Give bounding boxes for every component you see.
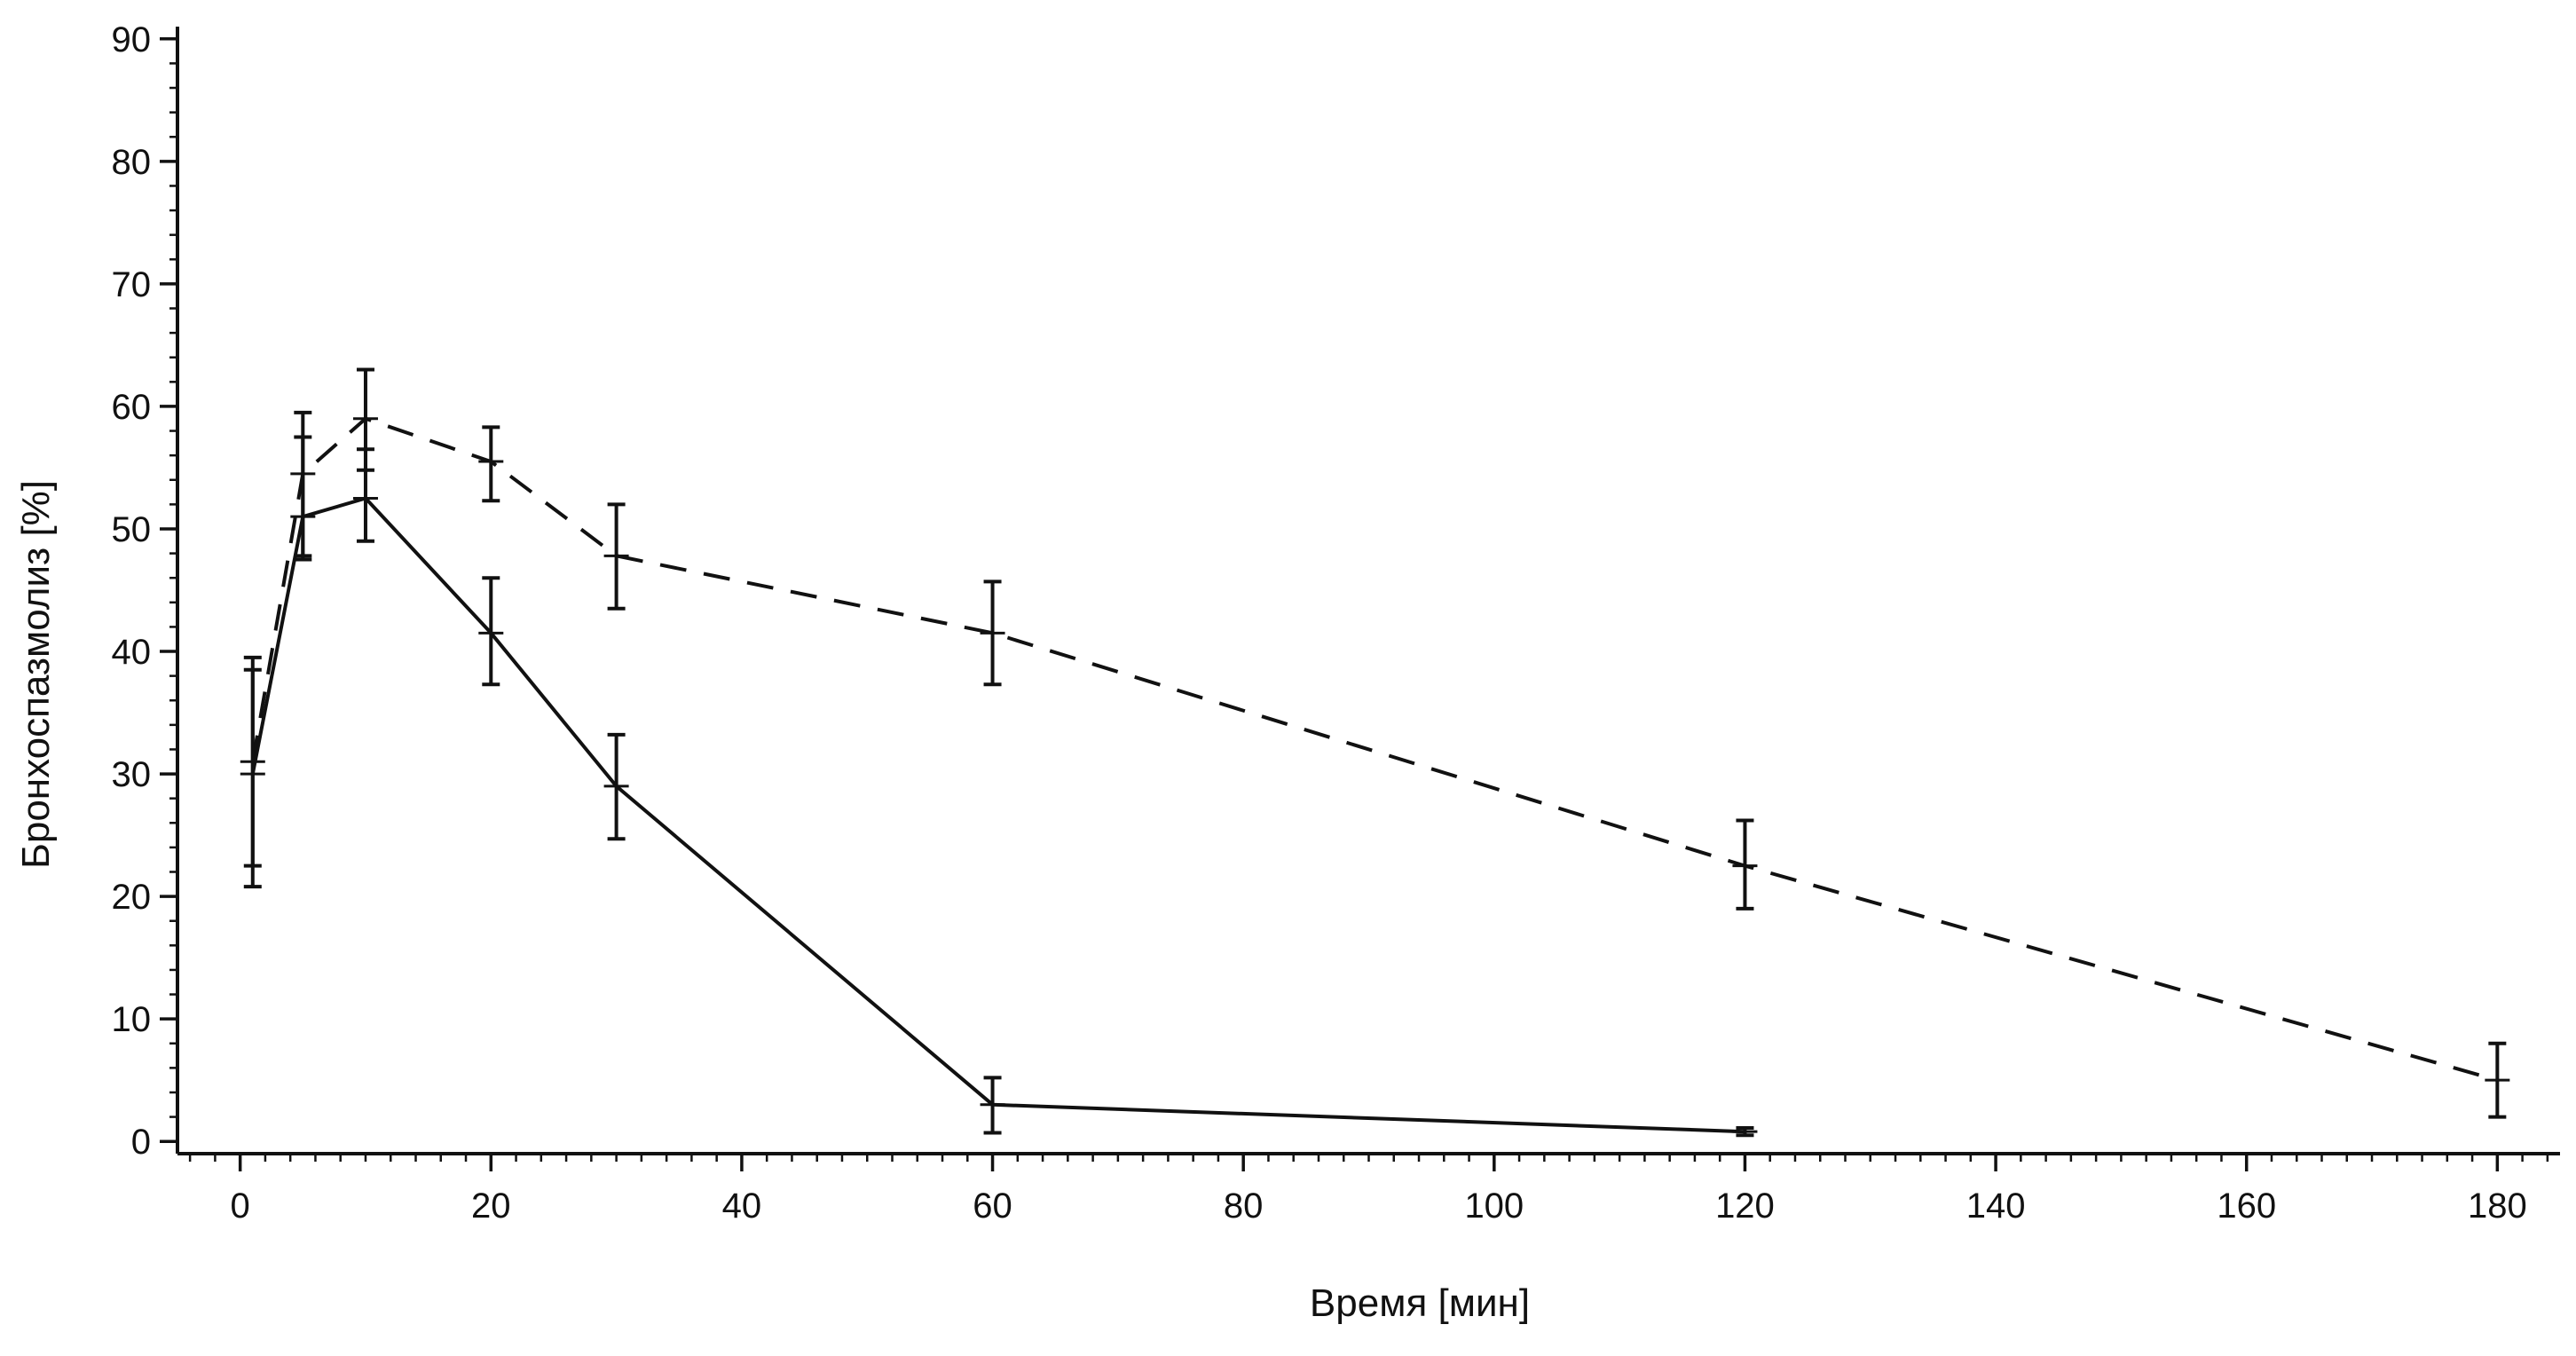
x-tick-label: 160	[2217, 1186, 2276, 1226]
axes	[177, 27, 2560, 1154]
y-axis-label: Бронхоспазмолиз [%]	[14, 480, 58, 869]
series	[240, 370, 2510, 1136]
x-tick-label: 120	[1715, 1186, 1775, 1226]
x-tick-label: 40	[722, 1186, 762, 1226]
x-tick-label: 0	[231, 1186, 250, 1226]
y-tick-label: 60	[112, 388, 152, 427]
y-tick-label: 50	[112, 510, 152, 549]
x-tick-label: 140	[1966, 1186, 2026, 1226]
y-tick-label: 80	[112, 143, 152, 182]
y-tick-label: 70	[112, 265, 152, 304]
x-tick-label: 180	[2468, 1186, 2527, 1226]
x-tick-label: 60	[973, 1186, 1012, 1226]
ticks: 0 20 40 60 80 100 120 140 160 180 0 10 20 30 40 50 60 70 8…	[112, 20, 2548, 1226]
series-line	[253, 499, 1745, 1132]
y-tick-label: 90	[112, 20, 152, 59]
y-tick-label: 30	[112, 755, 152, 794]
y-tick-label: 40	[112, 633, 152, 672]
series-line	[253, 419, 2498, 1080]
y-tick-label: 10	[112, 1000, 152, 1039]
x-tick-label: 80	[1224, 1186, 1264, 1226]
y-tick-label: 20	[112, 878, 152, 917]
x-tick-label: 20	[471, 1186, 511, 1226]
y-tick-label: 0	[131, 1123, 151, 1162]
series-solid	[240, 437, 1758, 1135]
x-axis-label: Время [мин]	[1310, 1281, 1530, 1325]
x-tick-label: 100	[1464, 1186, 1524, 1226]
